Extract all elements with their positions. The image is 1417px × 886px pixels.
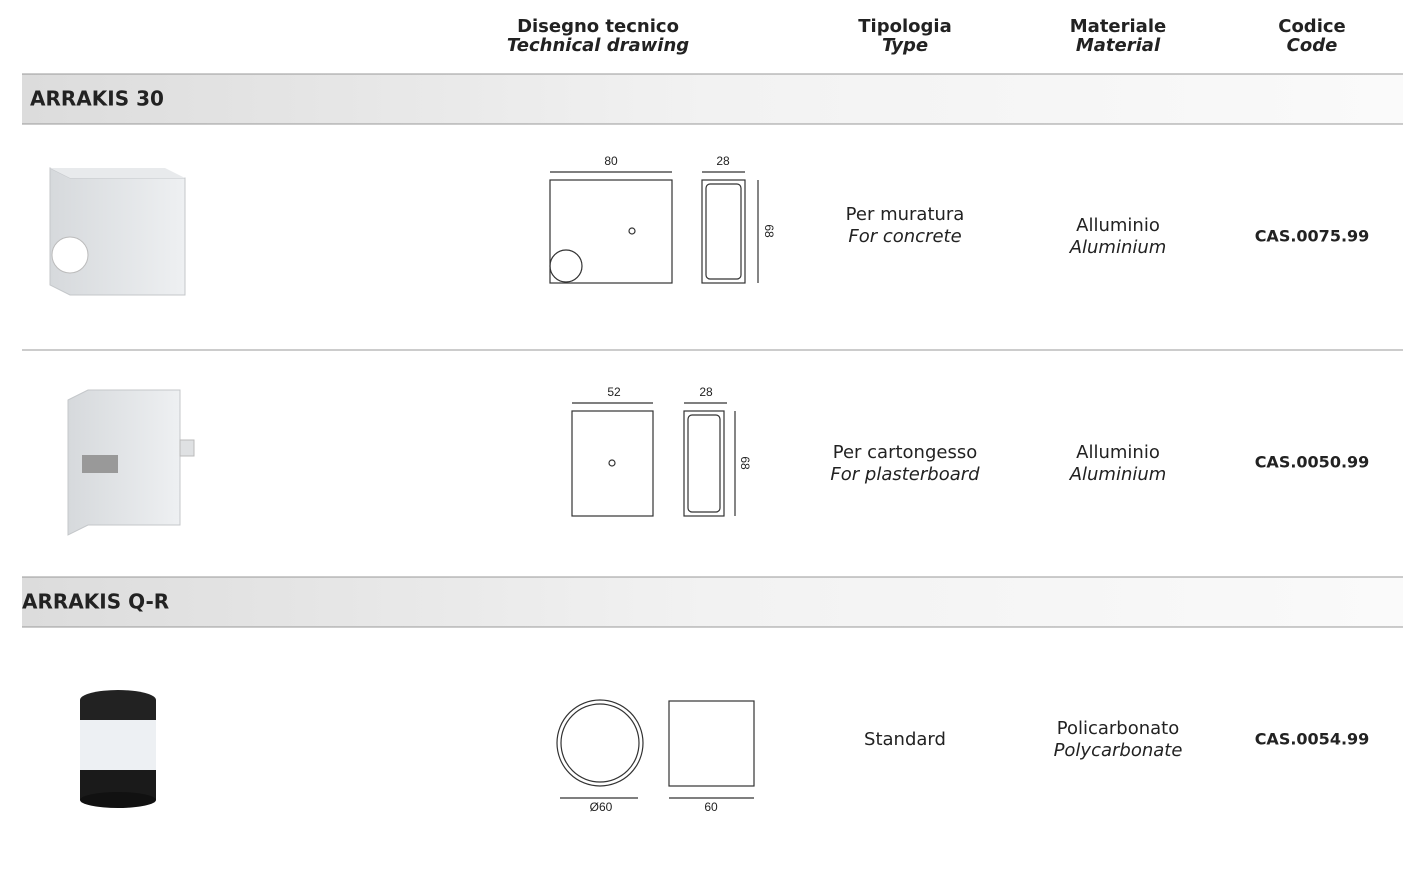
product-photo (80, 690, 156, 808)
dimension-label: 28 (716, 154, 730, 168)
section-band (22, 577, 1403, 627)
technical-drawing (549, 171, 759, 284)
material-en: Aluminium (1069, 464, 1167, 485)
column-header: Materiale (1070, 16, 1166, 37)
material-en: Polycarbonate (1054, 740, 1183, 761)
technical-drawing (571, 402, 736, 517)
column-header: Codice (1278, 16, 1346, 37)
column-header-en: Material (1076, 35, 1161, 56)
material: Alluminio (1076, 215, 1160, 236)
code: CAS.0050.99 (1255, 453, 1370, 472)
dimension-label: 80 (604, 154, 618, 168)
dimension-label: 52 (607, 385, 621, 399)
section-title: ARRAKIS 30 (30, 87, 164, 111)
code: CAS.0075.99 (1255, 227, 1370, 246)
dimension-label: 60 (704, 800, 718, 814)
dimension-label: 68 (738, 456, 752, 470)
type-en: For plasterboard (830, 464, 980, 485)
dimension-label: 28 (699, 385, 713, 399)
dimension-label: 68 (762, 224, 776, 238)
section-band (22, 74, 1403, 124)
type: Per muratura (846, 204, 965, 225)
column-header: Disegno tecnico (517, 16, 679, 37)
material: Alluminio (1076, 442, 1160, 463)
dimension-label: Ø60 (590, 800, 613, 814)
material-en: Aluminium (1069, 237, 1167, 258)
material: Policarbonato (1057, 718, 1180, 739)
code: CAS.0054.99 (1255, 730, 1370, 749)
column-header: Tipologia (858, 16, 951, 37)
column-header-en: Code (1287, 35, 1338, 56)
section-title: ARRAKIS Q-R (22, 590, 169, 614)
type: Per cartongesso (833, 442, 977, 463)
product-photo (49, 167, 186, 296)
type: Standard (864, 729, 946, 750)
column-header-en: Type (882, 35, 928, 56)
column-header-en: Technical drawing (507, 35, 689, 56)
technical-drawing (556, 699, 755, 799)
product-photo (67, 389, 195, 536)
type-en: For concrete (848, 226, 961, 247)
